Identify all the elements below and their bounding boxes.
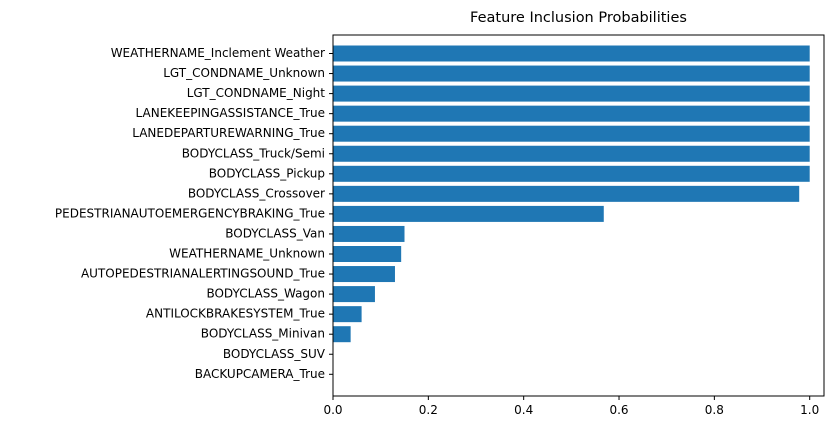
category-label: BODYCLASS_Van <box>225 226 325 240</box>
bar <box>333 85 810 102</box>
bar <box>333 165 810 182</box>
bar <box>333 45 810 62</box>
bar <box>333 125 810 142</box>
category-label: LANEKEEPINGASSISTANCE_True <box>136 106 325 120</box>
x-tick-label: 0.2 <box>419 403 438 417</box>
category-label: LGT_CONDNAME_Unknown <box>163 66 325 80</box>
x-tick-label: 0.6 <box>609 403 628 417</box>
category-label: BODYCLASS_Crossover <box>188 186 325 200</box>
bar <box>333 185 800 202</box>
category-label: BODYCLASS_Minivan <box>201 327 325 341</box>
bar <box>333 225 405 242</box>
category-label: BODYCLASS_Pickup <box>209 166 325 180</box>
category-label: BACKUPCAMERA_True <box>195 367 325 381</box>
x-tick-label: 0.0 <box>323 403 342 417</box>
category-labels-group: WEATHERNAME_Inclement Weather LGT_CONDNAM… <box>55 46 333 381</box>
x-ticks-group: 0.0 0.2 0.4 0.6 0.8 1.0 <box>323 396 819 417</box>
x-tick-label: 1.0 <box>800 403 819 417</box>
category-label: BODYCLASS_SUV <box>223 347 326 361</box>
bar <box>333 145 810 162</box>
bar <box>333 326 351 343</box>
chart-title: Feature Inclusion Probabilities <box>470 10 687 26</box>
plot-frame <box>332 34 825 397</box>
bar <box>333 306 362 323</box>
bar <box>333 205 604 222</box>
bar <box>333 286 375 303</box>
category-label: BODYCLASS_Truck/Semi <box>182 146 325 160</box>
bar <box>333 65 810 82</box>
x-tick-label: 0.4 <box>514 403 533 417</box>
category-label: PEDESTRIANAUTOEMERGENCYBRAKING_True <box>55 206 325 220</box>
category-label: LANEDEPARTUREWARNING_True <box>132 126 325 140</box>
x-tick-label: 0.8 <box>705 403 724 417</box>
category-label: WEATHERNAME_Inclement Weather <box>111 46 325 60</box>
category-label: WEATHERNAME_Unknown <box>169 247 325 261</box>
category-label: ANTILOCKBRAKESYSTEM_True <box>146 307 325 321</box>
category-label: AUTOPEDESTRIANALERTINGSOUND_True <box>81 267 325 281</box>
bar <box>333 246 402 262</box>
bar <box>333 105 810 122</box>
bar <box>333 266 395 283</box>
bars-group <box>333 45 810 343</box>
category-label: LGT_CONDNAME_Night <box>187 86 326 100</box>
category-label: BODYCLASS_Wagon <box>206 287 325 301</box>
